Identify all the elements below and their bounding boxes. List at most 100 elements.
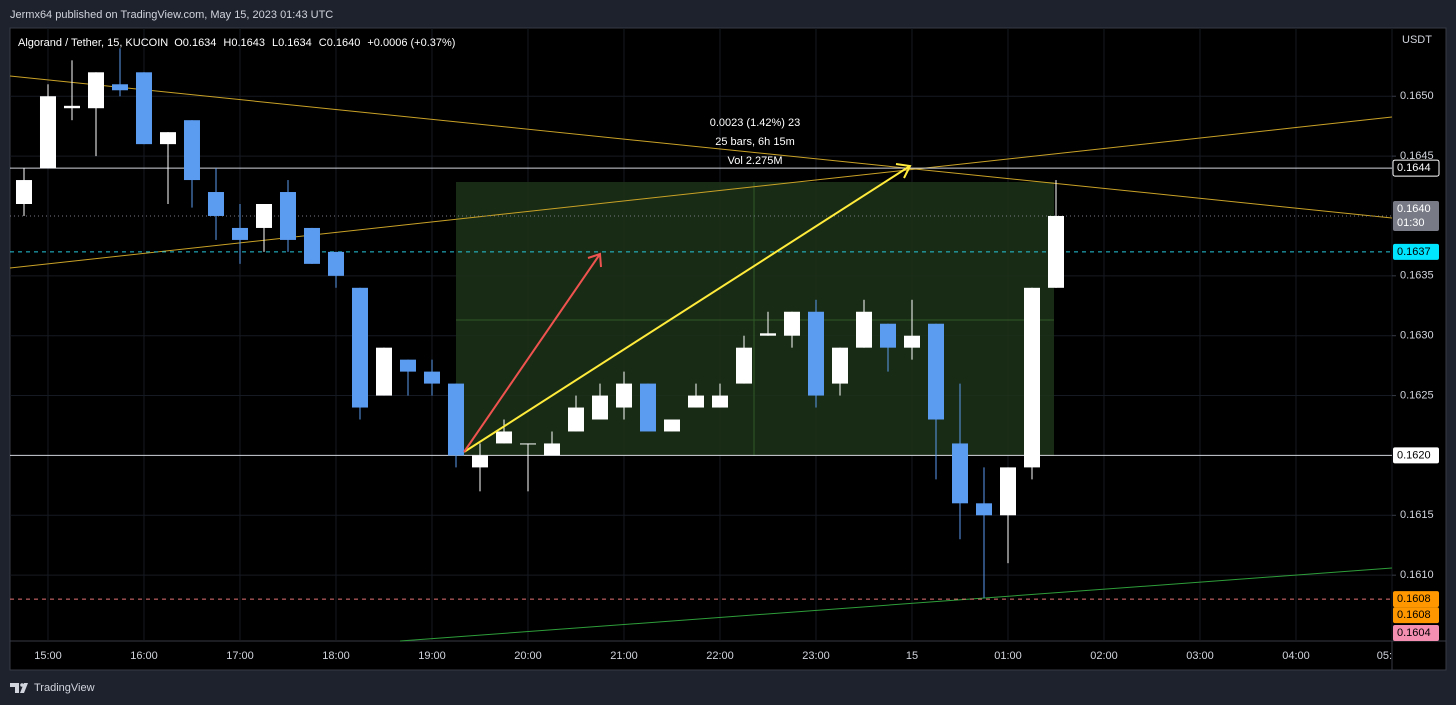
price-label-box (1393, 591, 1439, 608)
logo: TradingView (10, 682, 95, 694)
candle-body (87, 72, 104, 109)
x-tick-label: 01:00 (994, 650, 1022, 662)
price-label: 0.1608 (1397, 593, 1431, 605)
candle-body (255, 203, 272, 228)
x-tick-label: 15 (906, 650, 918, 662)
price-label-sub: 01:30 (1397, 217, 1425, 229)
price-label-box (1393, 625, 1439, 641)
y-tick-label: 0.1615 (1400, 509, 1434, 521)
x-tick-label: 18:00 (322, 650, 350, 662)
x-tick-label: 03:00 (1186, 650, 1214, 662)
measure-text: Vol 2.275M (727, 155, 782, 167)
candle-body (807, 311, 824, 396)
candle-body (759, 333, 776, 336)
legend-ohlc: O0.1634 (174, 37, 216, 49)
candle-body (399, 359, 416, 372)
legend-ohlc: H0.1643 (223, 37, 265, 49)
legend: Algorand / Tether, 15, KUCOIN O0.1634 H0.1… (18, 37, 455, 49)
candle-body (783, 311, 800, 336)
candle-body (927, 323, 944, 420)
candle-body (831, 347, 848, 384)
logo-dot (20, 683, 24, 687)
axes: 0.16100.16150.16250.16300.16350.16450.16… (34, 90, 1433, 662)
measure-text: 0.0023 (1.42%) 23 (710, 117, 801, 129)
candle-body (975, 503, 992, 516)
candle-body (855, 311, 872, 348)
candle-body (183, 120, 200, 181)
candle-body (567, 407, 584, 432)
candle-body (327, 251, 344, 276)
arrows (463, 163, 912, 453)
candle-body (447, 383, 464, 456)
price-lines (10, 167, 1392, 600)
candle-body (903, 335, 920, 348)
candle-body (1047, 215, 1064, 288)
x-tick-label: 17:00 (226, 650, 254, 662)
x-tick-label: 16:00 (130, 650, 158, 662)
candle-body (423, 371, 440, 384)
candles (15, 48, 1064, 598)
candle-body (15, 180, 32, 204)
candle-body (711, 395, 728, 408)
price-label: 0.1620 (1397, 449, 1431, 461)
price-label-box (1393, 447, 1439, 464)
candle-body (375, 347, 392, 396)
header: Jermx64 published on TradingView.com, Ma… (10, 9, 333, 21)
x-tick-label: 23:00 (802, 650, 830, 662)
price-label: 0.1604 (1397, 627, 1431, 639)
y-tick-label: 0.1645 (1400, 150, 1434, 162)
arrow (463, 165, 911, 453)
brand: TradingView (34, 682, 95, 694)
x-tick-label: 22:00 (706, 650, 734, 662)
candle-body (231, 227, 248, 240)
x-tick-label: 02:00 (1090, 650, 1118, 662)
candle-body (687, 395, 704, 408)
price-label-box (1393, 607, 1439, 624)
price-label: 0.1608 (1397, 609, 1431, 621)
candle-body (1023, 287, 1040, 468)
candle-body (159, 132, 176, 145)
price-label: 0.1637 (1397, 246, 1431, 258)
trend-line (9, 75, 1393, 219)
candle-body (735, 347, 752, 384)
candle-body (591, 395, 608, 420)
currency: USDT (1402, 34, 1432, 46)
candle-body (39, 96, 56, 169)
price-label-box (1393, 243, 1439, 260)
candle-body (351, 287, 368, 408)
x-tick-label: 15:00 (34, 650, 62, 662)
legend-ohlc: L0.1634 (272, 37, 312, 49)
candle-body (999, 467, 1016, 516)
candle-body (279, 192, 296, 240)
candle-body (951, 443, 968, 504)
x-tick-label: 19:00 (418, 650, 446, 662)
y-tick-label: 0.1650 (1400, 90, 1434, 102)
price-label: 0.1644 (1397, 162, 1431, 174)
y-tick-label: 0.1630 (1400, 330, 1434, 342)
candle-body (135, 72, 152, 145)
arrow (463, 253, 601, 453)
arrow-head (587, 252, 602, 268)
candle-body (615, 383, 632, 408)
candle-body (639, 383, 656, 432)
arrow-head (895, 163, 912, 179)
measure-text: 25 bars, 6h 15m (715, 136, 795, 148)
candle-body (495, 431, 512, 444)
price-labels: 0.1644 0.1640 01:30 0.1637 0.1620 0.1608 0.160… (1392, 159, 1440, 641)
x-tick-label: 05: (1377, 650, 1392, 662)
candle-body (63, 105, 80, 109)
candle-body (303, 227, 320, 264)
price-label-box (1393, 200, 1439, 231)
y-tick-label: 0.1625 (1400, 389, 1434, 401)
price-label: 0.1640 (1397, 203, 1431, 215)
legend-title: Algorand / Tether, 15, KUCOIN (18, 37, 168, 49)
candle-body (543, 443, 560, 456)
y-tick-label: 0.1610 (1400, 569, 1434, 581)
candle-body (879, 323, 896, 348)
y-tick-label: 0.1635 (1400, 270, 1434, 282)
trend-line (399, 567, 1393, 642)
x-tick-label: 21:00 (610, 650, 638, 662)
candle-body (519, 443, 536, 445)
